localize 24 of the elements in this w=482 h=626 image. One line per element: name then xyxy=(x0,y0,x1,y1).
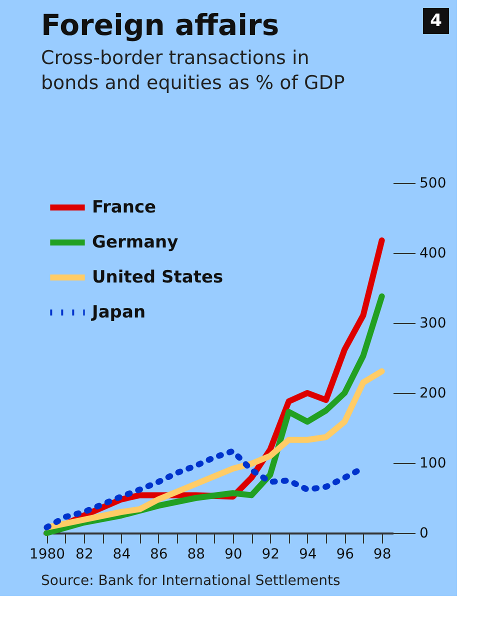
x-tick-label: 88 xyxy=(187,546,206,562)
x-tick-label: 90 xyxy=(224,546,242,562)
x-tick-label: 86 xyxy=(150,546,168,562)
x-tick-label: 98 xyxy=(373,546,392,562)
x-tick-label: 84 xyxy=(112,546,131,562)
x-tick-label: 92 xyxy=(262,546,280,562)
legend-label: Germany xyxy=(92,232,178,252)
y-tick-label: 500 xyxy=(420,176,446,192)
y-tick-label: 400 xyxy=(420,246,446,262)
x-tick-label: 1980 xyxy=(29,546,66,562)
y-tick-label: 200 xyxy=(420,386,446,402)
chart-subtitle: Cross-border transactions in bonds and equities as % of GDP xyxy=(41,47,345,94)
y-tick-label: 100 xyxy=(420,456,446,472)
x-tick-label: 96 xyxy=(336,546,354,562)
y-tick-label: 0 xyxy=(420,526,428,542)
source-note: Source: Bank for International Settlements xyxy=(41,573,340,589)
chart-title: Foreign affairs xyxy=(41,8,280,42)
x-tick-label: 94 xyxy=(298,546,317,562)
legend-label: France xyxy=(92,198,156,218)
legend-label: Japan xyxy=(91,302,146,322)
text: 4 xyxy=(430,11,442,31)
y-tick-label: 300 xyxy=(420,316,446,332)
legend-label: United States xyxy=(92,268,224,288)
x-tick-label: 82 xyxy=(76,546,94,562)
